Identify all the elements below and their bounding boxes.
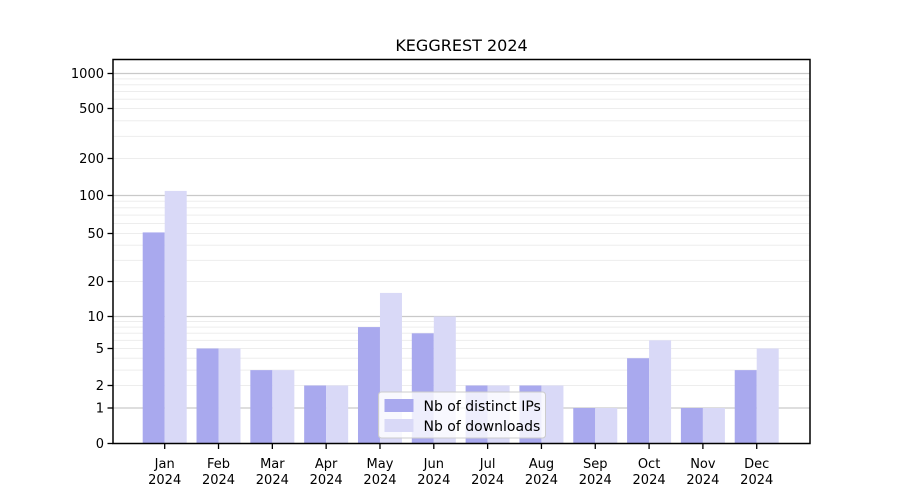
x-tick-label-year: 2024	[310, 473, 343, 488]
x-tick-label-month: May	[367, 457, 394, 472]
x-tick-label-year: 2024	[148, 473, 181, 488]
bar-downloads	[541, 385, 564, 444]
legend-label-downloads: Nb of downloads	[424, 419, 541, 435]
x-tick-label-month: Aug	[529, 457, 554, 472]
bar-downloads	[595, 408, 618, 444]
y-tick-label: 1000	[71, 67, 104, 82]
x-tick-label-month: Oct	[638, 457, 660, 472]
bar-distinct-ips	[142, 232, 165, 444]
chart-title: KEGGREST 2024	[395, 36, 528, 55]
x-tick-label-month: Jun	[423, 457, 444, 472]
bar-distinct-ips	[627, 358, 650, 444]
bar-downloads	[702, 408, 725, 444]
bar-downloads	[756, 348, 779, 444]
y-tick-label: 1	[96, 402, 104, 417]
y-tick-label: 200	[79, 152, 104, 167]
x-tick-label-month: Nov	[690, 457, 716, 472]
bar-distinct-ips	[357, 327, 380, 444]
x-tick-label-month: Jan	[154, 457, 175, 472]
x-tick-label-month: Apr	[315, 457, 338, 472]
bar-distinct-ips	[573, 408, 596, 444]
x-tick-label-year: 2024	[363, 473, 396, 488]
y-tick-label: 20	[87, 275, 104, 290]
x-tick-label-month: Sep	[583, 457, 608, 472]
bar-downloads	[164, 190, 187, 444]
legend-swatch-distinct-ips	[384, 399, 414, 412]
bar-distinct-ips	[196, 348, 219, 444]
x-tick-label-year: 2024	[471, 473, 504, 488]
bar-distinct-ips	[304, 385, 327, 444]
bar-downloads	[218, 348, 241, 444]
x-tick-label-year: 2024	[417, 473, 450, 488]
legend-swatch-downloads	[384, 419, 414, 432]
bar-downloads	[649, 340, 672, 444]
x-tick-label-year: 2024	[686, 473, 719, 488]
x-tick-label-year: 2024	[633, 473, 666, 488]
legend-label-distinct-ips: Nb of distinct IPs	[424, 399, 541, 415]
y-tick-label: 500	[79, 102, 104, 117]
bar-downloads	[272, 370, 295, 444]
y-tick-label: 100	[79, 189, 104, 204]
plot-border	[112, 58, 811, 445]
bar-distinct-ips	[734, 370, 757, 444]
x-tick-label-year: 2024	[525, 473, 558, 488]
x-tick-label-month: Feb	[207, 457, 230, 472]
x-tick-label-month: Mar	[260, 457, 285, 472]
bar-downloads	[326, 385, 349, 444]
y-tick-label: 5	[96, 342, 104, 357]
x-tick-label-year: 2024	[202, 473, 235, 488]
y-tick-label: 2	[96, 379, 104, 394]
x-tick-label-year: 2024	[740, 473, 773, 488]
x-tick-label-month: Jul	[479, 457, 496, 472]
x-tick-label-month: Dec	[744, 457, 769, 472]
legend-box	[378, 391, 546, 439]
y-tick-label: 10	[87, 310, 104, 325]
y-tick-label: 0	[96, 437, 104, 452]
x-tick-label-year: 2024	[579, 473, 612, 488]
bar-distinct-ips	[680, 408, 703, 444]
y-tick-label: 50	[87, 227, 104, 242]
bar-distinct-ips	[250, 370, 273, 444]
x-tick-label-year: 2024	[256, 473, 289, 488]
